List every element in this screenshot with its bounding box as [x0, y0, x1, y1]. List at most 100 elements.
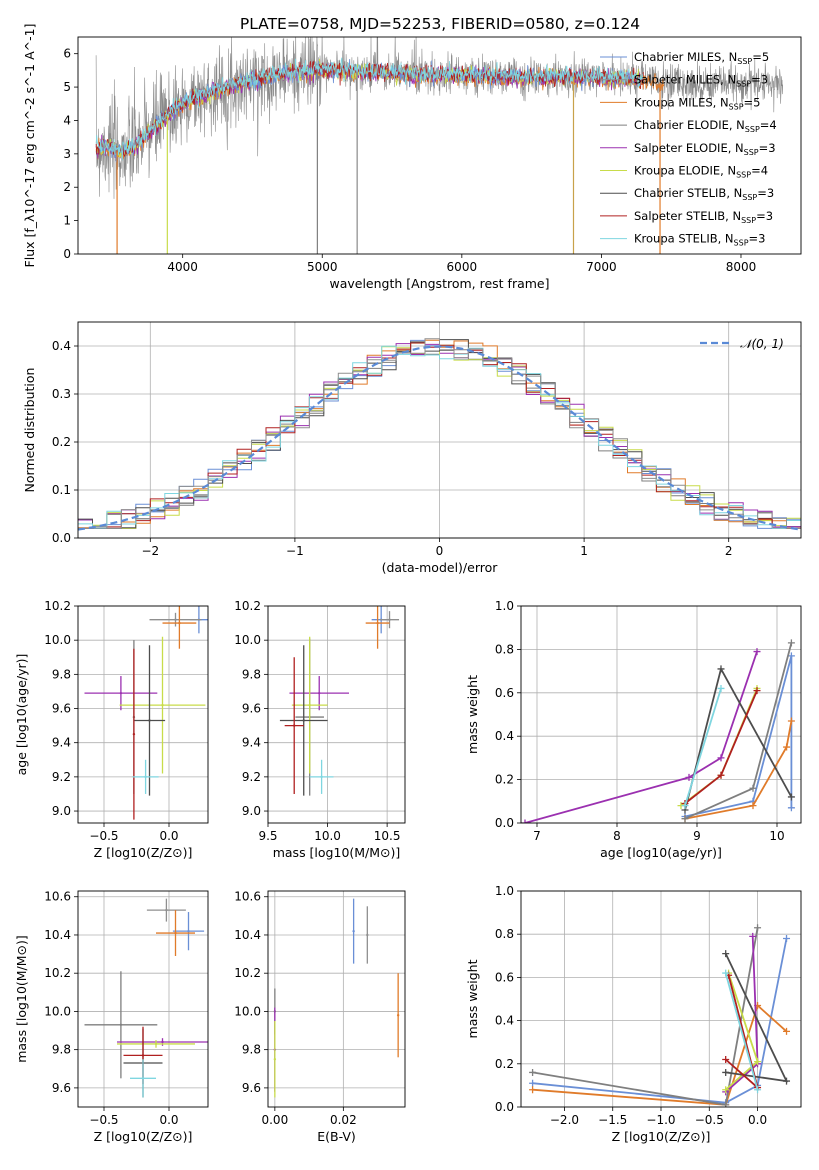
plot-layer: 4000 5000 6000 7000 8000 0 1 2 3 4 5 6 wavelength [A…	[14, 24, 802, 1144]
axes-frame	[77, 605, 209, 824]
x-tick-label: 1	[580, 544, 588, 558]
legend-label-sub: SSP	[744, 148, 759, 157]
panel-age-vs-mass: 9.5 10.0 10.5 9.0 9.2 9.4 9.6 9.8 10.0 10.2 mass […	[234, 599, 406, 860]
weight-series-line	[724, 972, 759, 1090]
x-tick-label: 0	[436, 544, 444, 558]
weight-marker	[783, 743, 791, 751]
weight-marker	[717, 754, 725, 762]
x-tick-label: −2.0	[550, 1113, 579, 1127]
y-tick-label: 9.6	[242, 702, 261, 716]
x-tick-label: −0.5	[89, 829, 118, 843]
weight-marker	[529, 1068, 537, 1076]
x-tick-label: 6000	[447, 260, 478, 274]
data-point	[376, 621, 379, 625]
data-point	[273, 1058, 277, 1061]
x-axis-label: Z [log10(Z/Z⊙)]	[612, 1129, 711, 1144]
legend-label: Kroupa MILES, NSSP=5	[634, 95, 760, 111]
y-tick-label: 9.8	[52, 667, 71, 681]
y-tick-label: 1.0	[495, 599, 514, 613]
x-tick-label: 0.0	[159, 829, 178, 843]
y-tick-label: 9.0	[52, 804, 71, 818]
weight-marker	[722, 1055, 730, 1063]
y-axis-label: mass [log10(M/M⊙)]	[14, 935, 29, 1063]
y-axis-label: age [log10(age/yr)]	[14, 654, 29, 776]
legend-label: Kroupa ELODIE, NSSP=4	[634, 164, 768, 180]
panel-mass-vs-Z: −0.5 0.0 9.6 9.8 10.0 10.2 10.4 10.6 Z [log10(Z/…	[14, 890, 209, 1144]
model-spectrum-line	[95, 57, 644, 161]
legend-label-sub: SSP	[736, 80, 751, 89]
residual-histogram	[78, 338, 801, 529]
x-axis-label: age [log10(age/yr)]	[600, 845, 722, 860]
axes-frame	[267, 890, 406, 1108]
legend-label-main: Kroupa MILES, N	[634, 95, 729, 109]
weight-marker	[753, 648, 761, 656]
legend-label: Chabrier STELIB, NSSP=3	[634, 186, 774, 202]
y-tick-label: 9.8	[242, 667, 261, 681]
y-tick-label: 10.2	[44, 966, 71, 980]
data-point	[174, 931, 177, 935]
weight-series-line	[684, 655, 793, 818]
x-tick-label: 10.5	[374, 829, 401, 843]
y-axis-label: mass weight	[465, 959, 480, 1038]
legend-label-suffix: =4	[760, 118, 777, 132]
weight-marker	[749, 932, 757, 940]
y-axis-label: Normed distribution	[22, 368, 37, 493]
legend-label-main: Chabrier ELODIE, N	[634, 118, 745, 132]
panel-weight-vs-Z: −2.0 −1.5 −1.0 −0.5 0.0 0.0 0.2 0.4 0.6 0.8 1.0 Z […	[465, 884, 802, 1144]
x-axis-label: (data-model)/error	[382, 560, 499, 575]
legend-label-sub: SSP	[742, 193, 757, 202]
y-tick-label: 0.2	[495, 1057, 514, 1071]
y-tick-label: 3	[63, 147, 71, 161]
x-tick-label: 0.00	[261, 1113, 288, 1127]
legend-label: Salpeter STELIB, NSSP=3	[634, 209, 773, 225]
y-tick-label: 0.8	[495, 927, 514, 941]
y-tick-label: 9.8	[52, 1043, 71, 1057]
legend-label-sub: SSP	[745, 125, 760, 134]
weight-marker	[521, 819, 529, 823]
y-tick-label: 10.4	[234, 928, 261, 942]
observed-spectrum-line	[95, 37, 783, 199]
data-point	[132, 732, 136, 736]
axes-frame	[77, 890, 209, 1108]
weight-marker	[722, 1068, 730, 1076]
weight-marker	[787, 717, 795, 725]
legend-label-suffix: =5	[744, 95, 761, 109]
legend-label-sub: SSP	[729, 102, 744, 111]
residual-histogram	[78, 345, 801, 529]
data-point	[308, 703, 311, 707]
plot-area	[521, 639, 795, 823]
data-point	[388, 618, 391, 621]
legend-label-suffix: =4	[751, 164, 768, 178]
data-point	[178, 621, 181, 625]
model-spectrum-line	[95, 60, 644, 158]
panel-mass-vs-EBV: 0.00 0.02 9.6 9.8 10.0 10.2 10.4 10.6 E(B-V)	[234, 890, 406, 1144]
weight-marker	[787, 793, 795, 801]
legend-label-suffix: =3	[757, 186, 774, 200]
x-tick-label: 7000	[586, 260, 617, 274]
plot-area	[95, 37, 783, 254]
weight-marker	[749, 802, 757, 810]
y-tick-label: 9.6	[242, 1081, 261, 1095]
legend-label-main: Chabrier MILES, N	[634, 50, 737, 64]
y-tick-label: 1	[63, 214, 71, 228]
weight-marker	[787, 652, 795, 660]
weight-marker	[529, 1086, 537, 1094]
weight-series-line	[680, 688, 758, 807]
axes-frame	[520, 605, 802, 824]
weight-marker	[722, 969, 730, 977]
x-tick-label: 0.02	[330, 1113, 357, 1127]
y-tick-label: 0.8	[495, 642, 514, 656]
legend: 𝒩(0, 1)	[700, 337, 784, 351]
data-point	[141, 1054, 145, 1057]
y-tick-label: 10.2	[234, 966, 261, 980]
data-point	[366, 933, 369, 937]
legend-label-suffix: =5	[752, 50, 769, 64]
x-tick-label: −1.5	[598, 1113, 627, 1127]
y-tick-label: 9.4	[242, 736, 261, 750]
data-point	[148, 719, 151, 722]
y-tick-label: 4	[63, 113, 71, 127]
weight-series-line	[684, 720, 793, 820]
y-tick-label: 9.6	[52, 1081, 71, 1095]
y-tick-label: 9.8	[242, 1043, 261, 1057]
